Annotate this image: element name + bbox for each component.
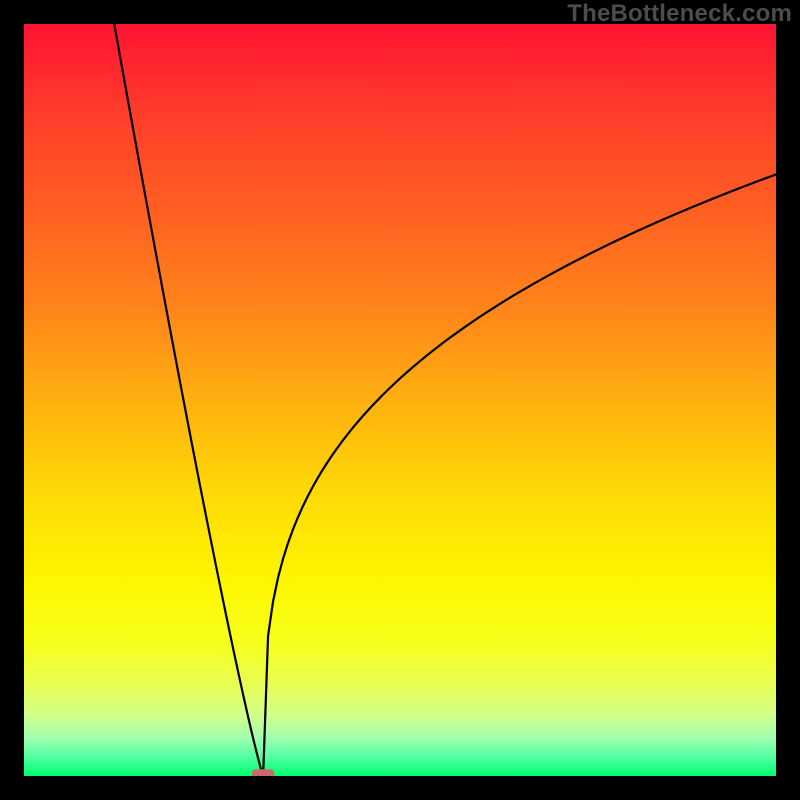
- gradient-background: [24, 24, 776, 776]
- vertex-marker: [252, 769, 275, 776]
- watermark-text: TheBottleneck.com: [567, 0, 792, 28]
- chart-frame: TheBottleneck.com: [0, 0, 800, 800]
- chart-svg: [24, 24, 776, 776]
- plot-area: [24, 24, 776, 776]
